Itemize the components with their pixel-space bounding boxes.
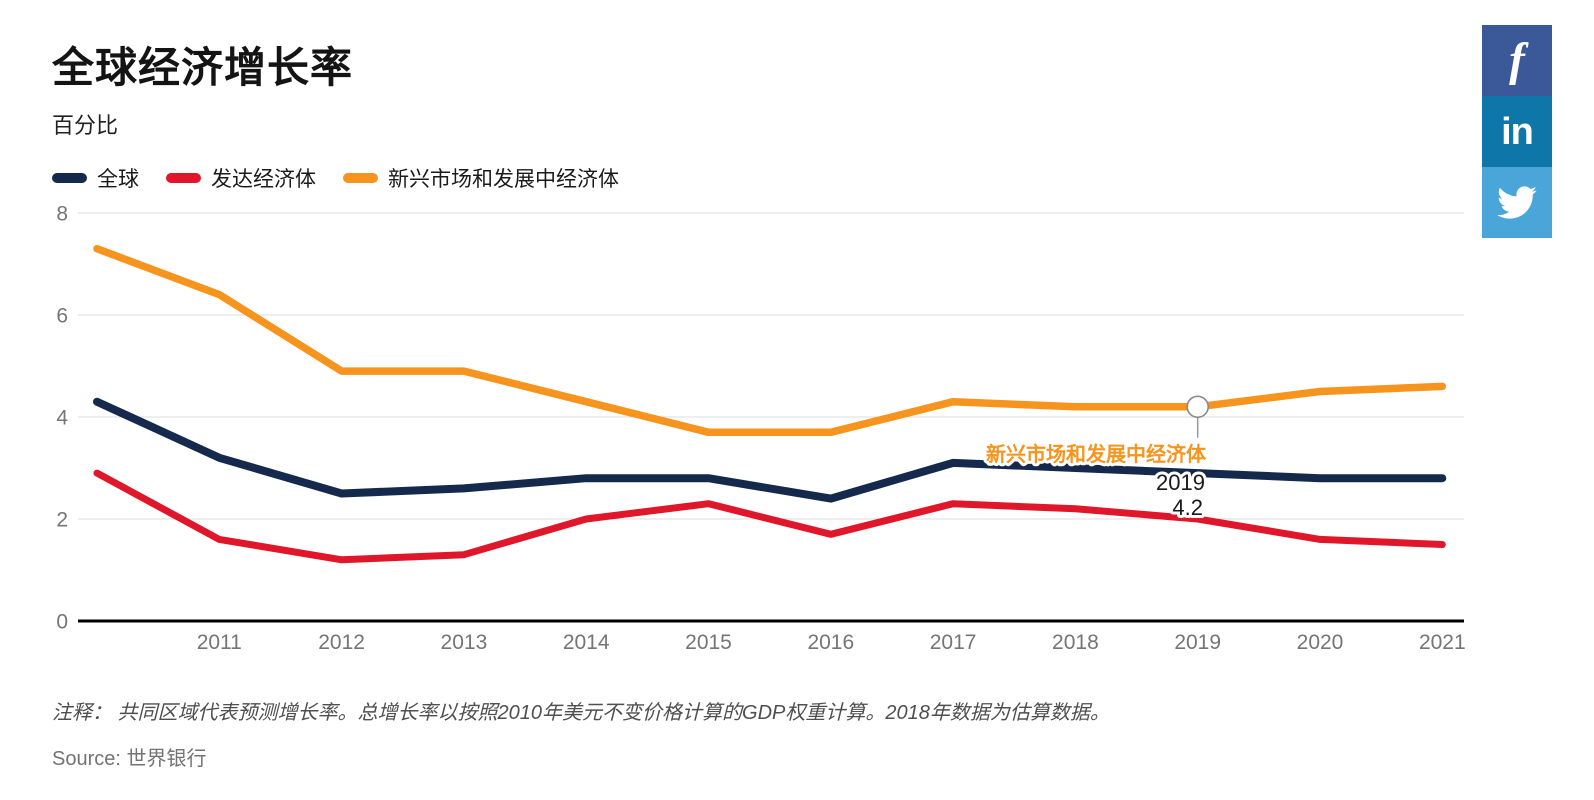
- svg-text:2021: 2021: [1419, 631, 1466, 654]
- facebook-icon: f: [1509, 34, 1525, 86]
- svg-text:2011: 2011: [197, 631, 242, 654]
- svg-text:2014: 2014: [563, 631, 610, 654]
- page-title: 全球经济增长率: [52, 44, 354, 91]
- svg-text:2019: 2019: [1156, 470, 1205, 495]
- svg-text:2012: 2012: [318, 631, 365, 654]
- legend-swatch-advanced: [166, 173, 201, 183]
- legend-item-global: 全球: [52, 163, 139, 193]
- svg-text:2015: 2015: [685, 631, 732, 654]
- social-share-bar: f in: [1482, 25, 1552, 238]
- svg-text:2016: 2016: [807, 631, 854, 654]
- svg-text:4.2: 4.2: [1172, 495, 1203, 520]
- legend: 全球 发达经济体 新兴市场和发展中经济体: [52, 163, 619, 193]
- svg-text:8: 8: [56, 203, 68, 226]
- svg-text:2: 2: [56, 509, 68, 532]
- svg-text:0: 0: [56, 611, 68, 634]
- linkedin-share-button[interactable]: in: [1482, 96, 1552, 167]
- svg-text:2017: 2017: [930, 631, 977, 654]
- twitter-icon: [1497, 186, 1537, 219]
- svg-text:2020: 2020: [1297, 631, 1344, 654]
- legend-item-emde: 新兴市场和发展中经济体: [343, 163, 619, 193]
- axis-unit-label: 百分比: [52, 113, 119, 138]
- svg-text:6: 6: [56, 305, 68, 328]
- linkedin-icon: in: [1501, 110, 1534, 153]
- svg-text:2018: 2018: [1052, 631, 1099, 654]
- legend-swatch-emde: [343, 173, 378, 183]
- svg-text:2019: 2019: [1174, 631, 1221, 654]
- chart-note: 注释： 共同区域代表预测增长率。总增长率以按照2010年美元不变价格计算的GDP…: [52, 702, 1110, 724]
- legend-label: 新兴市场和发展中经济体: [388, 168, 619, 191]
- twitter-share-button[interactable]: [1482, 167, 1552, 238]
- facebook-share-button[interactable]: f: [1482, 25, 1552, 96]
- svg-text:新兴市场和发展中经济体: 新兴市场和发展中经济体: [986, 442, 1207, 466]
- legend-label: 发达经济体: [211, 168, 316, 191]
- legend-item-advanced: 发达经济体: [166, 163, 316, 193]
- legend-label: 全球: [97, 168, 139, 191]
- svg-text:4: 4: [56, 407, 68, 430]
- legend-swatch-global: [52, 173, 87, 183]
- svg-text:2013: 2013: [441, 631, 488, 654]
- chart-source: Source: 世界银行: [52, 748, 207, 770]
